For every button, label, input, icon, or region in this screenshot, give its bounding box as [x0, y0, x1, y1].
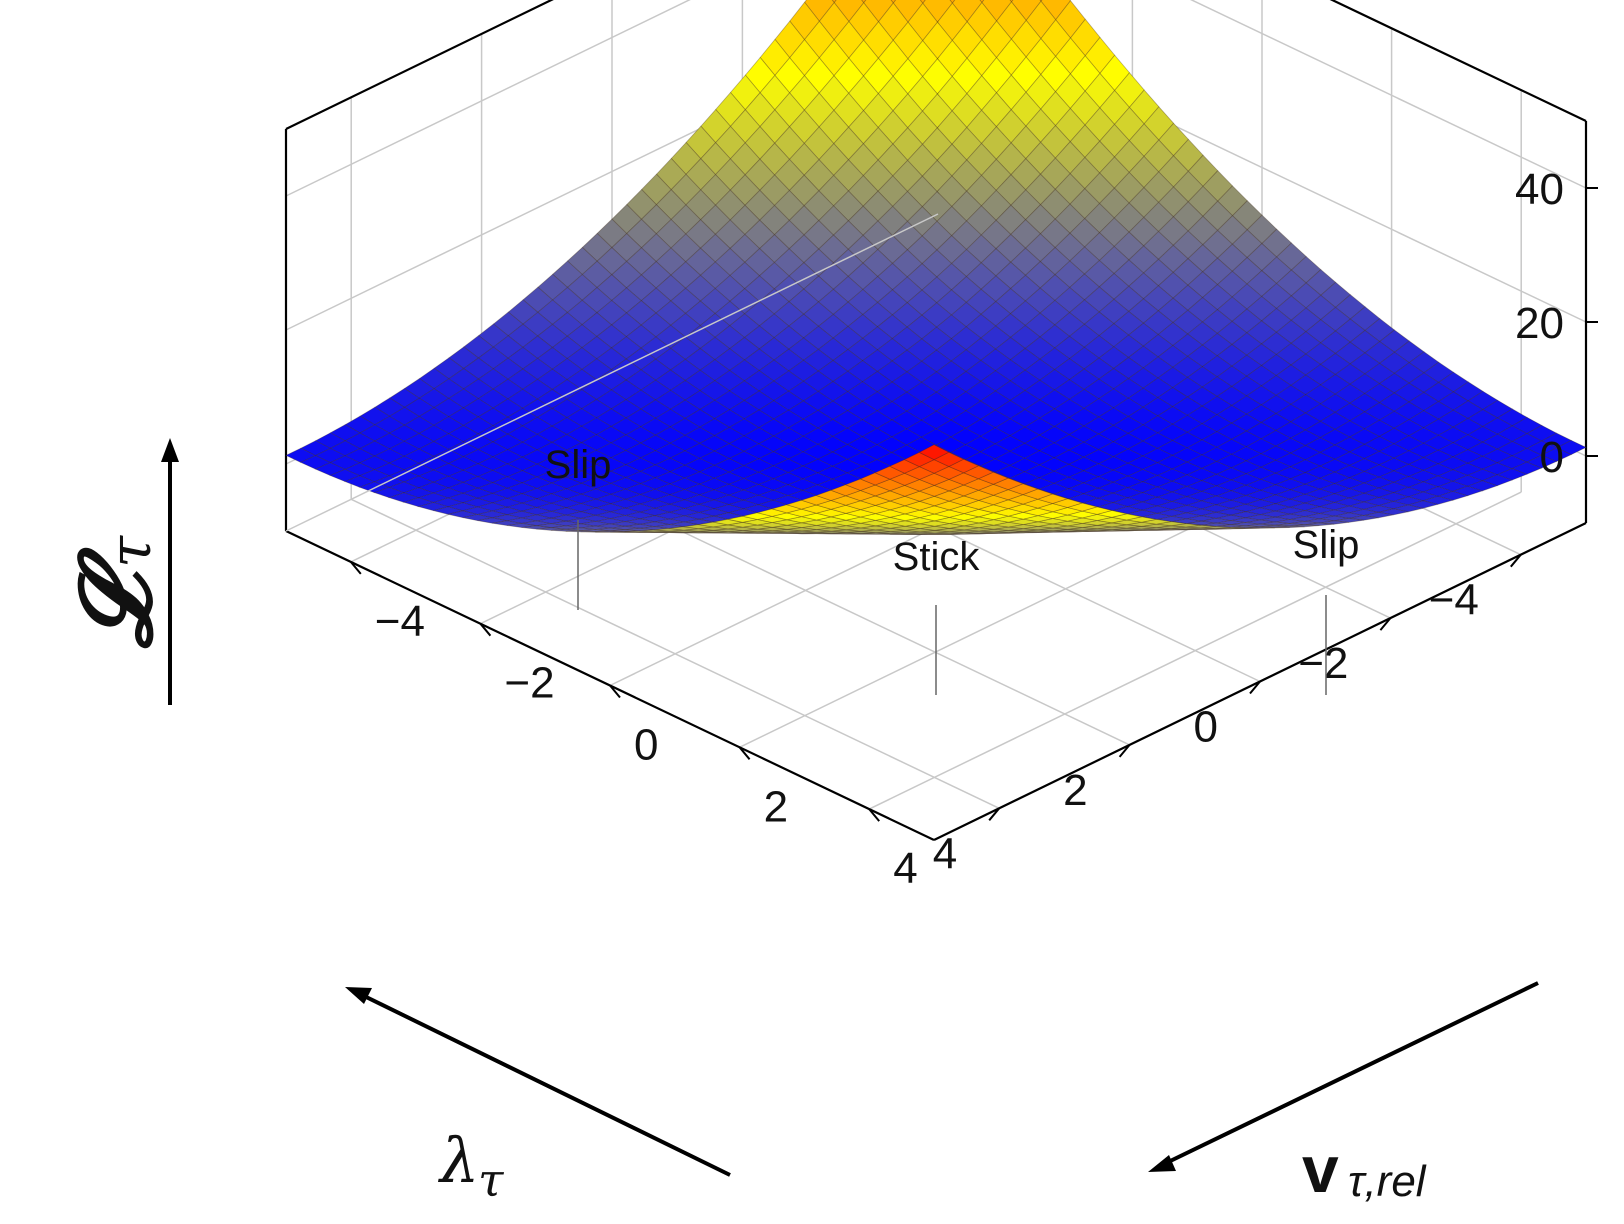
y-tick-label: −2 — [504, 659, 554, 708]
annotation-slip-left: Slip — [545, 443, 612, 487]
x-axis-arrow — [357, 991, 731, 1177]
y-axis-label-sub: τ,rel — [1348, 1157, 1427, 1206]
y-tick-label: −4 — [375, 597, 425, 646]
x-tick-label: 2 — [1063, 766, 1087, 815]
x-tick-label: −4 — [1429, 576, 1479, 625]
y-tick-label: 4 — [893, 844, 917, 893]
x-axis-label-sub: τ — [478, 1153, 505, 1207]
surface-cell — [918, 444, 950, 461]
y-tick-label: 0 — [634, 721, 658, 770]
annotation-slip-right: Slip — [1293, 523, 1360, 567]
z-tick-label: 0 — [1540, 433, 1564, 482]
z-axis-arrowhead — [161, 438, 179, 462]
y-axis-label: v — [1302, 1132, 1339, 1206]
y-axis-arrowhead — [1148, 1155, 1176, 1172]
y-axis-arrow — [1161, 981, 1539, 1167]
y-tick-label: 2 — [764, 782, 788, 831]
surface-mesh — [285, 0, 1587, 536]
x-axis-arrowhead — [345, 987, 372, 1004]
x-tick-label: 4 — [933, 829, 957, 878]
x-axis-label: λ — [437, 1124, 479, 1197]
x-tick-label: 0 — [1194, 703, 1218, 752]
z-axis-label-sub: τ — [96, 535, 164, 568]
annotation-stick: Stick — [893, 535, 981, 579]
z-tick-label: 20 — [1515, 299, 1564, 348]
z-tick-label: 40 — [1515, 165, 1564, 214]
x-tick-label: −2 — [1298, 639, 1348, 688]
